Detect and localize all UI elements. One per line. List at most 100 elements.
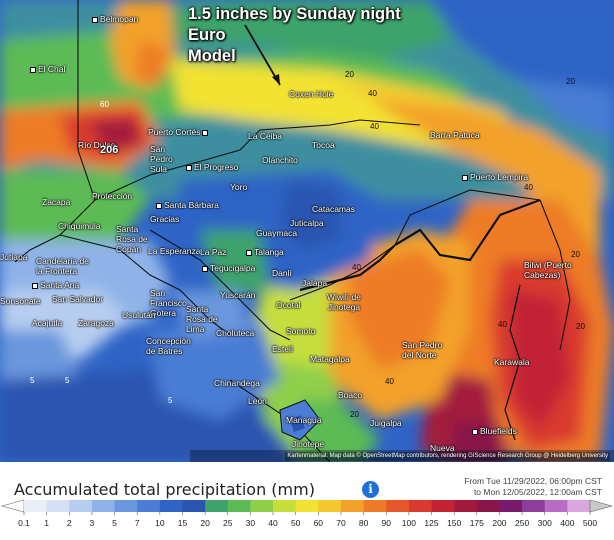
place-label: Juticalpa — [290, 218, 324, 228]
contour-label: 20 — [571, 250, 580, 259]
place-label: Puerto Cortés — [148, 127, 210, 137]
place-label: Santa Ana — [32, 280, 79, 290]
place-label: El Progreso — [186, 162, 238, 172]
scale-tick-label: 25 — [223, 518, 233, 528]
scale-swatch — [46, 500, 70, 512]
contour-label: 20 — [345, 70, 354, 79]
place-label: San Salvador — [52, 294, 104, 304]
place-label: Puerto Lempira — [462, 172, 528, 182]
scale-swatch — [408, 500, 433, 512]
contour-label: 5 — [65, 376, 70, 385]
place-label: Estelí — [272, 344, 294, 354]
info-icon[interactable]: i — [362, 481, 379, 498]
place-label: La Paz — [200, 247, 227, 257]
place-label: Sonsonate — [0, 296, 41, 306]
place-label: Tocoa — [312, 140, 335, 150]
place-label: Bilwi (Puerto Cabezas) — [524, 260, 572, 280]
scale-tick-label: 3 — [89, 518, 95, 528]
place-label: San Francisco Gotera — [150, 288, 187, 318]
place-label: San Pedro del Norte — [402, 340, 443, 360]
place-label: Talanga — [246, 247, 284, 257]
scale-tick-label: 60 — [313, 518, 324, 528]
place-label: Concepción de Batres — [146, 336, 191, 356]
scale-arrow-left — [0, 499, 25, 513]
contour-label: 5 — [168, 396, 173, 405]
scale-tick-label: 90 — [381, 518, 391, 528]
scale-swatch — [295, 500, 319, 512]
place-label: Zaragoza — [78, 318, 114, 328]
scale-swatch — [137, 500, 161, 512]
scale-swatch — [69, 500, 93, 512]
place-label: Coxen Hole — [289, 89, 334, 99]
scale-swatch — [273, 500, 297, 512]
scale-swatch — [476, 500, 500, 512]
contour-label: 40 — [498, 320, 507, 329]
scale-swatch — [250, 500, 274, 512]
contour-label: 40 — [352, 263, 361, 272]
scale-tick-label: 250 — [514, 518, 530, 528]
contour-label: 20 — [576, 322, 585, 331]
contour-label: 20 — [566, 77, 575, 86]
scale-tick-label: 40 — [268, 518, 278, 528]
date-to: to Mon 12/05/2022, 12:00am CST — [473, 487, 602, 497]
place-label: León — [248, 396, 267, 406]
scale-swatch — [227, 500, 251, 512]
place-label: Acajutla — [32, 318, 63, 328]
scale-tick-label: 30 — [245, 518, 256, 528]
scale-tick-label: 10 — [155, 518, 165, 528]
scale-tick-label: 200 — [492, 518, 507, 528]
place-label: Boaco — [338, 390, 363, 400]
place-label: Juigalpa — [370, 418, 402, 428]
place-label: Managua — [286, 415, 322, 425]
scale-swatch — [182, 500, 206, 512]
place-label: San Pedro Sula — [150, 144, 173, 174]
contour-label: 40 — [368, 89, 377, 98]
place-label: El Chal — [30, 64, 65, 74]
scale-swatch — [114, 500, 138, 512]
scale-swatch — [91, 500, 116, 512]
scale-swatch — [499, 500, 523, 512]
scale-arrow-right — [589, 499, 614, 513]
place-label: La Ceiba — [248, 131, 283, 141]
annotation-line-3: Model — [188, 47, 236, 65]
place-label: Bluefields — [472, 426, 517, 436]
color-scale-bar — [0, 499, 614, 515]
contour-label: 40 — [385, 377, 394, 386]
place-label: Jalapa — [302, 278, 328, 288]
annotation-line-1: 1.5 inches by Sunday night — [188, 5, 401, 23]
legend-panel: Accumulated total precipitation (mm) i F… — [0, 462, 614, 540]
place-label: Somoto — [286, 326, 316, 336]
scale-tick-label: 1 — [44, 518, 49, 528]
scale-tick-label: 300 — [537, 518, 552, 528]
scale-tick-label: 15 — [177, 518, 188, 528]
scale-swatch — [522, 500, 546, 512]
place-label: Choluteca — [216, 328, 255, 338]
place-label: Yuscarán — [220, 290, 256, 300]
scale-tick-label: 50 — [290, 518, 301, 528]
annotation-line-2: Euro — [188, 26, 226, 44]
peak-value-label: 206 — [100, 144, 119, 156]
place-label: Río Dulce — [78, 140, 116, 150]
place-label: Santa Bárbara — [156, 200, 219, 210]
place-label: Tegucigalpa — [202, 263, 255, 273]
date-from: From Tue 11/29/2022, 06:00pm CST — [464, 476, 602, 486]
scale-swatch — [205, 500, 229, 512]
place-label: Jutiapa — [0, 252, 28, 262]
place-label: Nueva — [430, 443, 455, 453]
place-label: Belmopan — [92, 14, 138, 24]
legend-title: Accumulated total precipitation (mm) — [14, 480, 315, 499]
place-label: Santa Rosa de Lima — [186, 304, 218, 334]
scale-swatch — [318, 500, 342, 512]
contour-label: 40 — [524, 183, 533, 192]
scale-swatch — [454, 500, 478, 512]
place-label: Candelaria de la Frontera — [36, 256, 89, 276]
scale-swatch — [340, 500, 365, 512]
scale-swatch — [363, 500, 387, 512]
place-label: Usulután — [122, 310, 156, 320]
scale-tick-label: 2 — [66, 518, 72, 528]
forecast-period: From Tue 11/29/2022, 06:00pm CST to Mon … — [464, 476, 602, 498]
scale-tick-label: 500 — [582, 518, 598, 528]
scale-tick-label: 20 — [200, 518, 210, 528]
place-label: Chiquimula — [58, 221, 101, 231]
map-attribution: Kartenmaterial: Map data © OpenStreetMap… — [285, 452, 610, 461]
